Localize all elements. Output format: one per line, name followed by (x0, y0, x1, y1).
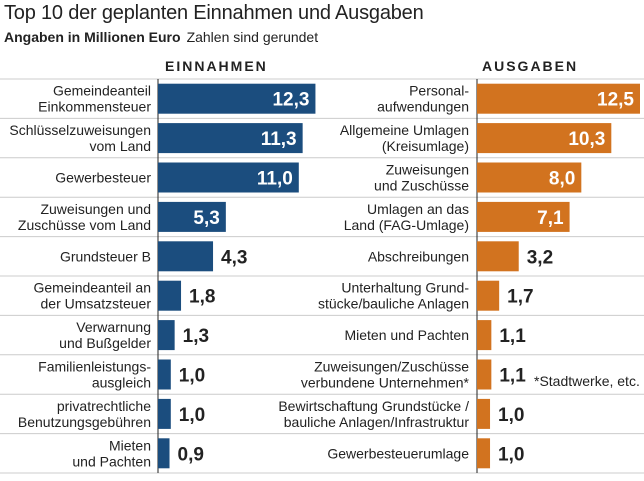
income-bar (158, 201, 226, 232)
expense-value-label: 3,2 (527, 247, 553, 268)
footnote: *Stadtwerke, etc. (534, 373, 640, 389)
income-header: EINNAHMEN (165, 58, 268, 74)
expense-category-label: Personal- (409, 83, 469, 99)
expense-category-label: Mieten und Pachten (344, 327, 469, 343)
income-category-label: Zuschüsse vom Land (18, 217, 151, 233)
expense-bar (477, 162, 582, 193)
income-bar (158, 83, 316, 114)
expense-value-label: 7,1 (537, 208, 564, 229)
income-category-label: Verwarnung (76, 319, 151, 335)
expense-value-label: 1,1 (499, 326, 526, 347)
income-category-label: Einkommensteuer (38, 99, 151, 115)
income-bar (158, 241, 214, 272)
expense-value-label: 1,7 (507, 287, 533, 308)
income-bar (158, 123, 303, 154)
income-value-label: 1,3 (183, 326, 209, 347)
income-value-label: 11,3 (261, 129, 297, 150)
expense-category-label: Umlagen an das (367, 201, 469, 217)
expense-bar (477, 359, 492, 390)
income-category-label: Schlüsselzuweisungen (9, 122, 151, 138)
income-category-label: vom Land (90, 138, 151, 154)
income-category-label: und Pachten (72, 453, 151, 469)
expense-value-label: 1,1 (499, 366, 526, 387)
income-category-label: ausgleich (92, 375, 151, 391)
expense-category-label: Bewirtschaftung Grundstücke / (278, 398, 469, 414)
expense-category-label: stücke/bauliche Anlagen (318, 296, 469, 312)
income-bar (158, 280, 182, 311)
expense-category-label: Land (FAG-Umlage) (344, 217, 469, 233)
income-category-label: Gemeindeanteil (53, 83, 151, 99)
expense-bar (477, 241, 519, 272)
income-category-label: Mieten (109, 437, 151, 453)
expense-bar (477, 438, 491, 469)
expense-bar (477, 398, 491, 429)
expense-category-label: Unterhaltung Grund- (341, 280, 469, 296)
income-category-label: Grundsteuer B (60, 248, 151, 264)
income-category-label: Gewerbesteuer (55, 170, 151, 186)
expense-value-label: 1,0 (498, 405, 524, 426)
expense-bar (477, 280, 500, 311)
income-category-label: privatrechtliche (57, 398, 151, 414)
expense-value-label: 12,5 (597, 90, 634, 111)
income-value-label: 5,3 (193, 208, 219, 229)
expense-category-label: Abschreibungen (368, 248, 469, 264)
expense-bar (477, 201, 570, 232)
income-value-label: 0,9 (178, 444, 204, 465)
income-bar (158, 162, 299, 193)
expense-bar (477, 320, 492, 351)
income-value-label: 1,0 (179, 405, 205, 426)
income-value-label: 1,0 (179, 366, 205, 387)
expense-bar (477, 123, 612, 154)
income-value-label: 11,0 (257, 169, 293, 190)
expense-category-label: Zuweisungen/Zuschüsse (314, 359, 469, 375)
unit-note: Angaben in Millionen Euro (4, 29, 181, 45)
income-category-label: und Bußgelder (59, 335, 151, 351)
expense-value-label: 1,0 (498, 444, 524, 465)
income-category-label: Gemeindeanteil an (33, 280, 151, 296)
income-bar (158, 398, 171, 429)
expense-category-label: (Kreisumlage) (382, 138, 469, 154)
expense-header: AUSGABEN (482, 58, 579, 74)
chart-subtitle: Angaben in Millionen Euro Zahlen sind ger… (4, 29, 318, 45)
income-value-label: 12,3 (272, 90, 309, 111)
expense-category-label: aufwendungen (377, 99, 469, 115)
expense-category-label: bauliche Anlagen/Infrastruktur (284, 414, 470, 430)
expense-category-label: Zuweisungen (386, 162, 469, 178)
expense-category-label: Allgemeine Umlagen (340, 122, 469, 138)
income-category-label: der Umsatzsteuer (41, 296, 152, 312)
expense-value-label: 8,0 (549, 169, 575, 190)
income-category-label: Benutzungsgebühren (18, 414, 151, 430)
income-category-label: Familienleistungs- (38, 359, 151, 375)
income-category-label: Zuweisungen und (40, 201, 151, 217)
income-value-label: 4,3 (221, 247, 247, 268)
chart-title: Top 10 der geplanten Einnahmen und Ausga… (4, 2, 424, 24)
rounding-note: Zahlen sind gerundet (186, 29, 319, 45)
expense-category-label: und Zuschüsse (374, 178, 469, 194)
income-bar (158, 320, 175, 351)
expense-value-label: 10,3 (568, 129, 605, 150)
expense-bar (477, 83, 640, 114)
expense-category-label: Gewerbesteuerumlage (327, 445, 469, 461)
income-bar (158, 359, 171, 390)
expense-category-label: verbundene Unternehmen* (301, 375, 470, 391)
income-bar (158, 438, 170, 469)
income-value-label: 1,8 (189, 287, 215, 308)
